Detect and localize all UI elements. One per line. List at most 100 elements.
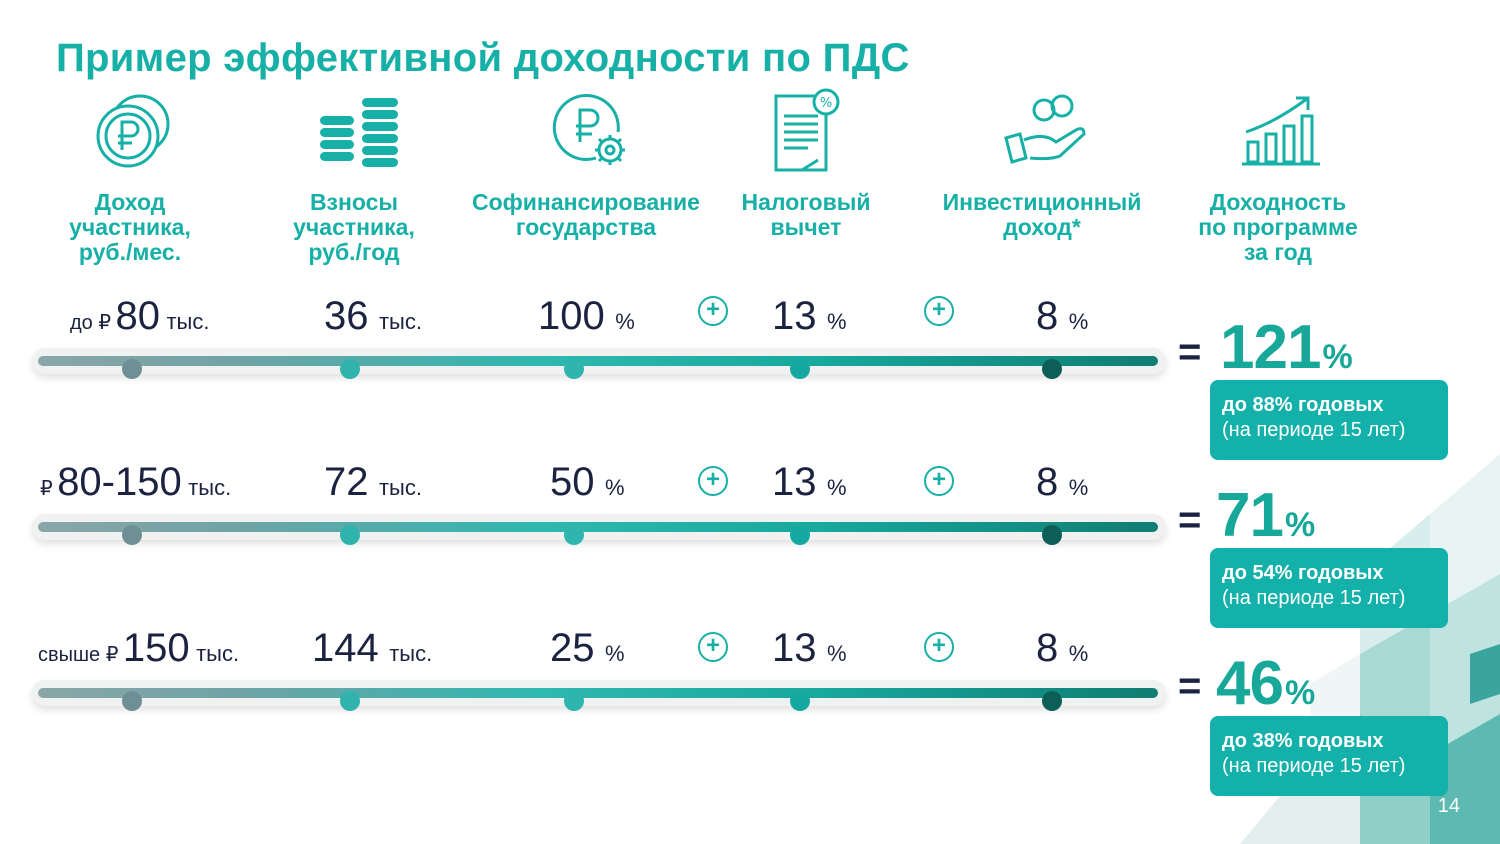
income-row-3: свыше ₽ 150 тыс. 144 тыс. 25 % + 13 % + …: [0, 626, 1500, 796]
yield-percent: %: [1322, 338, 1352, 376]
invest-value: 8 %: [1036, 626, 1088, 671]
income-prefix: ₽: [40, 478, 53, 500]
column-header-yield: Доходность по программе за год: [1148, 190, 1408, 265]
contribution-number: 36: [324, 294, 369, 338]
income-unit: тыс.: [196, 641, 240, 666]
ruble-coins-icon: [88, 88, 178, 178]
header-line: Взносы: [309, 189, 399, 215]
badge-line-2: (на периоде 15 лет): [1222, 587, 1406, 609]
badge-line-1: до 88% годовых: [1222, 394, 1384, 416]
cofinancing-value: 25 %: [550, 626, 625, 671]
slider-knob: [564, 359, 584, 379]
contribution-unit: тыс.: [378, 475, 422, 500]
hand-coins-icon: [1000, 88, 1090, 178]
ruble-gear-icon: [546, 88, 636, 178]
slider-knob: [1042, 525, 1062, 545]
header-line: Доход: [94, 189, 166, 215]
progress-track: [32, 348, 1166, 379]
progress-bar: [38, 356, 1158, 379]
income-row-2: ₽ 80-150 тыс. 72 тыс. 50 % + 13 % + 8 % …: [0, 460, 1500, 628]
invest-value: 8 %: [1036, 460, 1088, 505]
slider-knob: [340, 525, 360, 545]
yield-percent: %: [1284, 506, 1315, 544]
slider-knob: [340, 691, 360, 711]
header-line: вычет: [770, 214, 842, 240]
header-line: государства: [515, 214, 657, 240]
plus-icon: +: [924, 466, 954, 496]
svg-text:%: %: [820, 96, 832, 111]
badge-line-1: до 38% годовых: [1222, 730, 1384, 752]
column-header-investment-income: Инвестиционный доход*: [912, 190, 1172, 240]
header-line: за год: [1244, 239, 1312, 265]
annual-yield-badge: до 88% годовых (на периоде 15 лет): [1210, 380, 1448, 460]
income-prefix: свыше ₽: [38, 644, 119, 666]
income-unit: тыс.: [188, 475, 232, 500]
page-title: Пример эффективной доходности по ПДС: [56, 36, 910, 80]
yield-number: 121: [1220, 313, 1321, 382]
income-value: ₽ 80-150 тыс.: [40, 460, 231, 505]
contribution-value: 36 тыс.: [324, 294, 422, 339]
cofinancing-number: 100: [538, 294, 605, 338]
plus-icon: +: [698, 466, 728, 496]
contribution-value: 72 тыс.: [324, 460, 422, 505]
invest-value: 8 %: [1036, 294, 1088, 339]
slider-knob: [122, 359, 142, 379]
slider-knob: [564, 525, 584, 545]
column-header-income: Доход участника, руб./мес.: [0, 190, 260, 265]
cofinancing-number: 25: [550, 626, 595, 670]
badge-line-1: до 54% годовых: [1222, 562, 1384, 584]
plus-icon: +: [698, 296, 728, 326]
tax-number: 13: [772, 460, 817, 504]
header-line: по программе: [1198, 214, 1358, 240]
header-line: Инвестиционный: [942, 189, 1142, 215]
tax-number: 13: [772, 294, 817, 338]
slider-knob: [340, 359, 360, 379]
growth-chart-icon: [1234, 88, 1324, 178]
badge-line-2: (на периоде 15 лет): [1222, 419, 1406, 441]
invest-unit: %: [1068, 641, 1089, 666]
invest-number: 8: [1036, 626, 1059, 670]
column-header-contribution: Взносы участника, руб./год: [224, 190, 484, 265]
income-number: 150: [122, 626, 190, 670]
slider-knob: [564, 691, 584, 711]
progress-track: [32, 514, 1166, 545]
yield-percent: %: [1284, 674, 1315, 712]
page-number: 14: [1437, 795, 1460, 817]
income-value: свыше ₽ 150 тыс.: [38, 626, 239, 671]
equals-sign: =: [1178, 498, 1202, 542]
header-line: участника,: [69, 214, 191, 240]
income-unit: тыс.: [166, 309, 210, 334]
tax-unit: %: [826, 309, 847, 334]
annual-yield-badge: до 38% годовых (на периоде 15 лет): [1210, 716, 1448, 796]
contribution-unit: тыс.: [389, 641, 433, 666]
yield-number: 71: [1216, 481, 1284, 550]
slider-knob: [122, 525, 142, 545]
cofinancing-number: 50: [550, 460, 595, 504]
column-header-tax-deduction: Налоговый вычет: [676, 190, 936, 240]
cofinancing-unit: %: [604, 641, 625, 666]
plus-icon: +: [698, 632, 728, 662]
income-number: 80: [115, 294, 161, 338]
slider-knob: [790, 691, 810, 711]
slider-knob: [1042, 359, 1062, 379]
cofinancing-unit: %: [604, 475, 625, 500]
cofinancing-unit: %: [615, 309, 635, 334]
column-header-cofinancing: Софинансирование государства: [456, 190, 716, 240]
header-line: Налоговый: [741, 189, 871, 215]
progress-bar: [38, 522, 1158, 545]
income-prefix: до ₽: [70, 312, 112, 334]
annual-yield-badge: до 54% годовых (на периоде 15 лет): [1210, 548, 1448, 628]
contribution-unit: тыс.: [378, 309, 422, 334]
tax-value: 13 %: [772, 460, 847, 505]
invest-number: 8: [1036, 294, 1059, 338]
coin-stacks-icon: [312, 88, 402, 178]
income-number: 80-150: [57, 460, 182, 504]
yield-number: 46: [1216, 649, 1284, 718]
badge-line-2: (на периоде 15 лет): [1222, 755, 1406, 777]
invest-number: 8: [1036, 460, 1059, 504]
yield-result: 71%: [1216, 480, 1315, 551]
contribution-value: 144 тыс.: [312, 626, 432, 671]
contribution-number: 72: [324, 460, 369, 504]
invest-unit: %: [1068, 475, 1089, 500]
equals-sign: =: [1178, 664, 1202, 708]
